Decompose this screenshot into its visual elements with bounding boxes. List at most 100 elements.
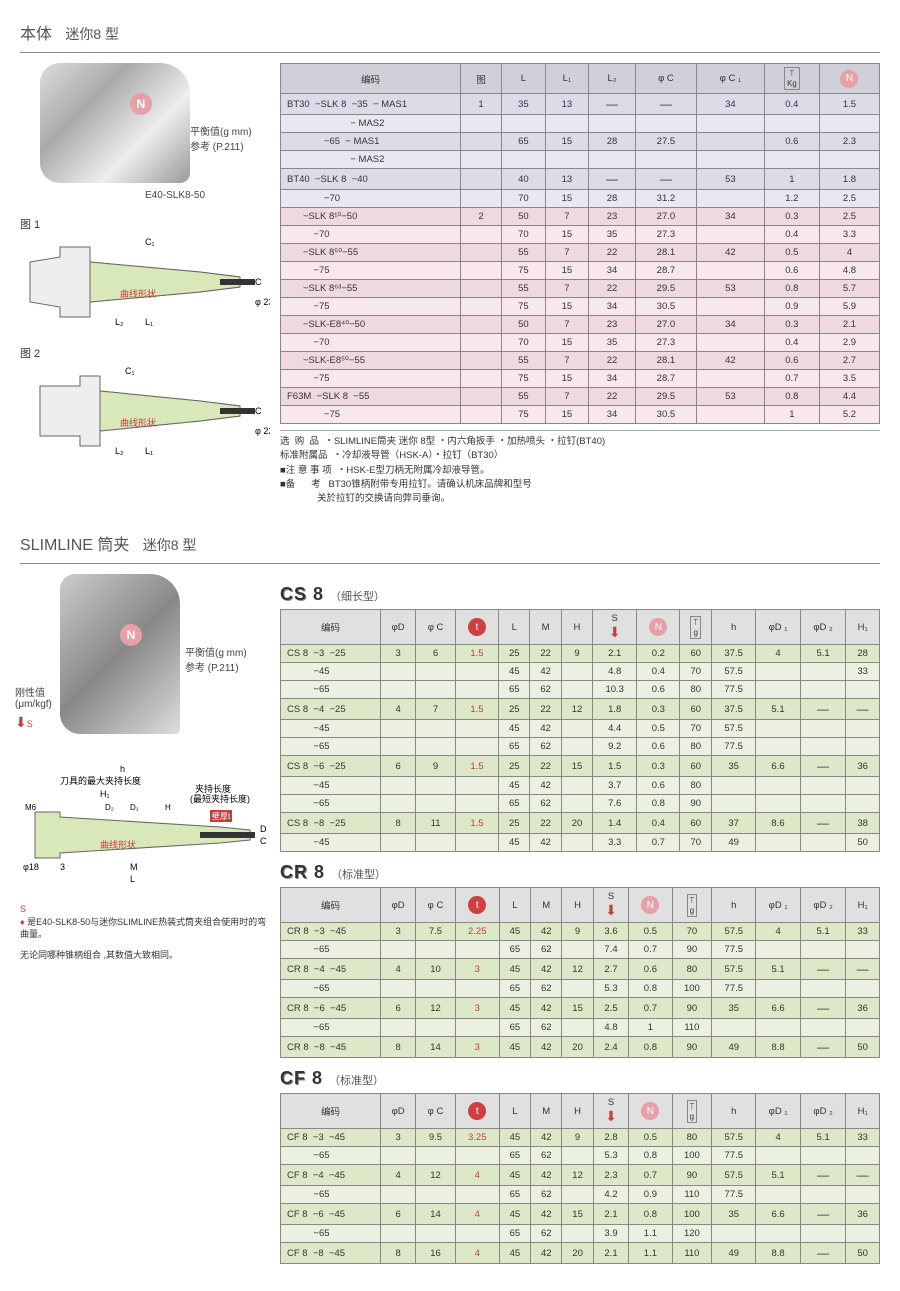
t1-hdr-cell: φ C [635, 64, 696, 94]
t1-hdr-cell: 编码 [281, 64, 461, 94]
cell: 75 [502, 370, 546, 388]
cell [696, 115, 764, 133]
cell: 14 [416, 1204, 455, 1225]
section2-divider [20, 563, 880, 564]
cell: 1 [629, 1019, 672, 1037]
tbl-name: CR [280, 862, 308, 883]
cell: 22 [589, 244, 636, 262]
cell: 0.4 [637, 813, 680, 834]
cell: −SLK 8¹⁰−50 [281, 208, 461, 226]
hdr-cell: φD ₂ [800, 888, 845, 923]
cell: −SLK 8⁵⁰−55 [281, 244, 461, 262]
cell [800, 720, 845, 738]
cell: 65 [499, 795, 530, 813]
cell: 22 [589, 388, 636, 406]
cell: — [846, 699, 880, 720]
hdr-cell: H [561, 610, 592, 645]
cell: −SLK 8⁶³−55 [281, 280, 461, 298]
cell: 45 [499, 998, 530, 1019]
cell [461, 370, 502, 388]
n-icon: N [840, 70, 858, 88]
table-row: −7070153527.30.43.3 [281, 226, 880, 244]
hdr-cell: φD ₂ [800, 1094, 845, 1129]
cell [461, 133, 502, 151]
cell: 57.5 [712, 923, 756, 941]
cell: 22 [530, 645, 561, 663]
cell: 13 [545, 169, 589, 190]
cell: 25 [499, 756, 530, 777]
cell [381, 1186, 416, 1204]
cf8-table: 编码φDφ CtLMHS⬇N⟙ghφD ₁φD ₂H₁CF 8 −3 −4539… [280, 1093, 880, 1264]
t1-hdr-cell: ⟙Kg [764, 64, 819, 94]
cell: 2.7 [819, 352, 879, 370]
cell [562, 941, 593, 959]
hdr-cell: h [712, 610, 756, 645]
cell: 36 [846, 998, 880, 1019]
cell: 30.5 [635, 406, 696, 424]
cell: 42 [530, 834, 561, 852]
cell: 27.3 [635, 226, 696, 244]
cell [561, 795, 592, 813]
cell: 60 [680, 813, 712, 834]
svg-text:3: 3 [60, 862, 65, 872]
cell: 15 [545, 133, 589, 151]
cell [846, 980, 880, 998]
cell: 3 [381, 923, 416, 941]
cell [800, 1147, 845, 1165]
cell: 20 [562, 1037, 593, 1058]
cell [561, 681, 592, 699]
cell: 2.25 [455, 923, 499, 941]
tbl-paren: （细长型） [330, 588, 385, 604]
cell: 62 [531, 941, 562, 959]
cell: − MAS2 [281, 115, 461, 133]
cell [461, 316, 502, 334]
hdr-cell: N [637, 610, 680, 645]
cell: 100 [672, 1204, 712, 1225]
cell [712, 777, 756, 795]
cell: 0.3 [764, 316, 819, 334]
cell [696, 298, 764, 316]
cell: 2.7 [593, 959, 629, 980]
cell: 15 [562, 1204, 593, 1225]
cell: 65 [499, 1019, 530, 1037]
cell [800, 795, 845, 813]
hdr-cell: ⟙g [672, 888, 712, 923]
cell: 80 [680, 777, 712, 795]
cell [562, 1147, 593, 1165]
cell: −SLK-E8⁵⁰−55 [281, 352, 461, 370]
cell: 0.8 [764, 388, 819, 406]
cell: 27.5 [635, 133, 696, 151]
table-row: − MAS2 [281, 151, 880, 169]
cf8-title: CF8（标准型） [280, 1068, 880, 1089]
cell: 4 [381, 959, 416, 980]
cell: 0.6 [764, 262, 819, 280]
cell: 45 [499, 1204, 530, 1225]
cell: 15 [545, 226, 589, 244]
cell: 16 [416, 1243, 455, 1264]
hdr-cell: L [499, 888, 530, 923]
table-row: BT30 −SLK 8 −35 − MAS113513——340.41.5 [281, 94, 880, 115]
cell [461, 352, 502, 370]
fig2-diagram: 曲线形状 C₁ C φ 23 L₂ L₁ L [20, 366, 270, 456]
cell: 34 [589, 406, 636, 424]
cell: 3.3 [819, 226, 879, 244]
cell: 45 [499, 777, 530, 795]
table-row: −6565629.20.68077.5 [281, 738, 880, 756]
cell: 15 [545, 334, 589, 352]
table-row: −7575153428.70.64.8 [281, 262, 880, 280]
cell [381, 663, 416, 681]
cell: 62 [531, 1186, 562, 1204]
cell: 45 [499, 720, 530, 738]
cell [696, 370, 764, 388]
cell: 4.8 [819, 262, 879, 280]
cell: 75 [502, 262, 546, 280]
cell: 1.1 [629, 1243, 672, 1264]
cell [635, 151, 696, 169]
cell: 5.1 [800, 1129, 845, 1147]
cell [756, 980, 801, 998]
cell [756, 1225, 801, 1243]
table-row: CR 8 −3 −4537.52.25454293.60.57057.545.1… [281, 923, 880, 941]
cell [800, 941, 845, 959]
cell [712, 795, 756, 813]
cell: 35 [502, 94, 546, 115]
